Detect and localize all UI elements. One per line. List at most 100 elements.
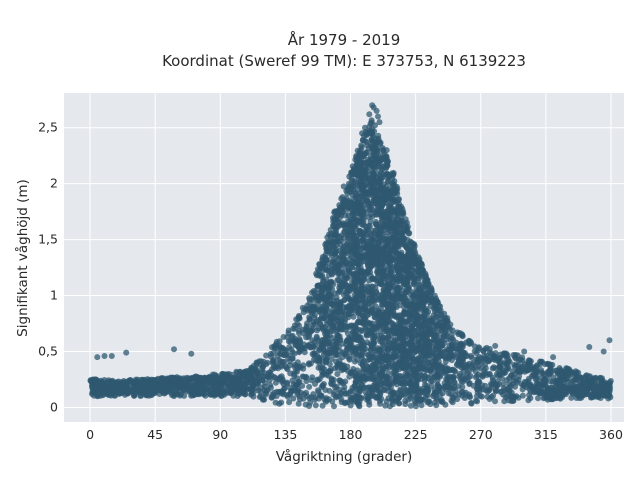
data-point [502,359,508,365]
data-point [516,395,522,401]
data-point [355,252,361,258]
data-point [373,219,379,225]
data-point [413,381,419,387]
data-point [403,281,409,287]
data-point [336,290,342,296]
data-point [417,256,423,262]
data-point [359,320,365,326]
data-point [128,377,134,383]
data-point [466,374,472,380]
data-point [396,376,402,382]
data-point [349,229,355,235]
data-point [329,272,335,278]
data-point [249,384,255,390]
data-point [590,394,596,400]
data-point [408,395,414,401]
data-point [391,178,397,184]
data-point [454,349,460,355]
data-point [409,361,415,367]
data-point [450,399,456,405]
data-point [323,277,329,283]
data-point [376,157,382,163]
data-point [407,388,413,394]
data-point [394,291,400,297]
data-point [382,364,388,370]
data-point [377,401,383,407]
data-point [513,352,519,358]
data-point [278,345,284,351]
data-point [321,347,327,353]
data-point [324,397,330,403]
data-point [509,398,515,404]
data-point [326,368,332,374]
data-point [413,403,419,409]
data-point [336,377,342,383]
data-point [411,276,417,282]
data-point [328,328,334,334]
data-point [343,188,349,194]
data-point [565,375,571,381]
data-point [348,370,354,376]
data-point [353,379,359,385]
data-point [336,358,342,364]
chart-title-line2: Koordinat (Sweref 99 TM): E 373753, N 61… [162,52,526,70]
data-point [597,392,603,398]
data-point [318,365,324,371]
data-point [383,250,389,256]
data-point [326,339,332,345]
data-point [309,374,315,380]
data-point [537,388,543,394]
data-point [357,336,363,342]
data-point [433,402,439,408]
data-point [363,139,369,145]
data-point [392,354,398,360]
data-point [258,389,264,395]
data-point [300,396,306,402]
data-point [409,322,415,328]
data-point [281,334,287,340]
data-point [309,311,315,317]
data-point [342,280,348,286]
data-point [575,392,581,398]
data-point [357,216,363,222]
data-point [357,209,363,215]
data-point [320,403,326,409]
data-point [369,306,375,312]
data-point [380,319,386,325]
data-point [544,394,550,400]
data-point [375,133,381,139]
data-point [279,362,285,368]
data-point [320,261,326,267]
data-point [239,390,245,396]
data-point [320,288,326,294]
data-point [469,401,475,407]
data-point [352,325,358,331]
data-point [422,316,428,322]
data-point [527,364,533,370]
data-point [504,389,510,395]
data-point [443,376,449,382]
data-point [388,265,394,271]
data-point [446,367,452,373]
data-point [402,401,408,407]
data-point [250,390,256,396]
data-point [199,391,205,397]
data-point [548,385,554,391]
data-point [388,173,394,179]
data-point [323,305,329,311]
data-point [434,314,440,320]
data-point [361,358,367,364]
data-point [433,356,439,362]
data-point [317,392,323,398]
data-point [322,242,328,248]
data-point [306,403,312,409]
data-point [315,297,321,303]
data-point [344,324,350,330]
data-point [300,362,306,368]
data-point [407,336,413,342]
data-point [343,400,349,406]
data-point [303,327,309,333]
data-point [306,384,312,390]
data-point [368,236,374,242]
data-point [95,391,101,397]
